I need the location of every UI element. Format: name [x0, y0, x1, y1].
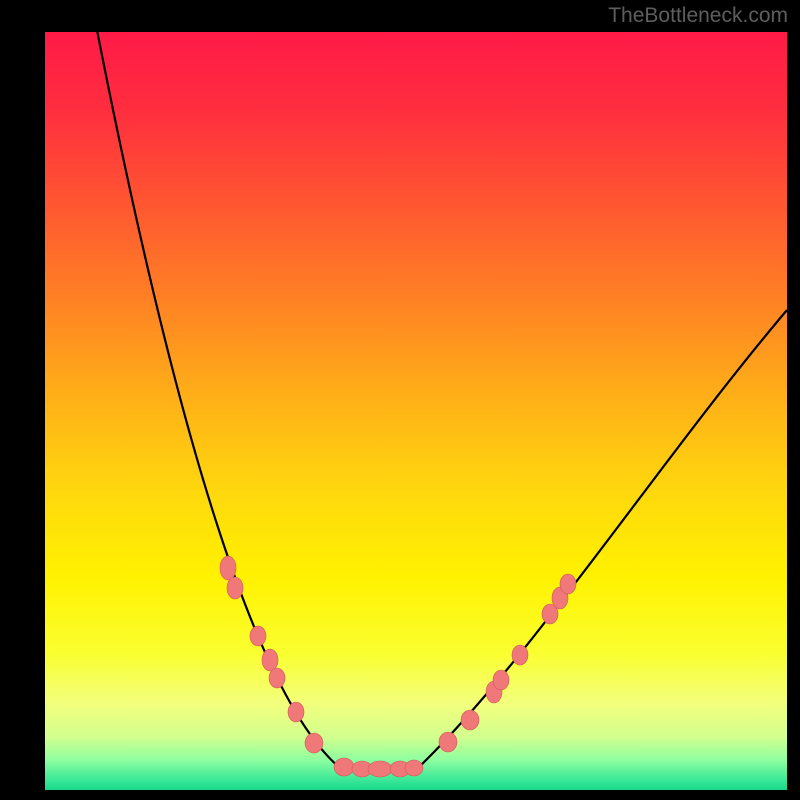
data-marker [439, 732, 457, 752]
chart-container: TheBottleneck.com [0, 0, 800, 800]
data-marker [461, 710, 479, 730]
data-marker [368, 761, 392, 777]
data-marker [560, 574, 576, 594]
data-marker [493, 670, 509, 690]
data-marker [269, 668, 285, 688]
data-marker [334, 758, 354, 776]
watermark-text: TheBottleneck.com [608, 4, 788, 28]
data-marker [305, 733, 323, 753]
bottleneck-curve-chart [0, 0, 800, 800]
data-marker [405, 760, 423, 776]
data-marker [288, 702, 304, 722]
data-marker [220, 556, 236, 580]
data-marker [512, 645, 528, 665]
data-marker [250, 626, 266, 646]
plot-background [45, 32, 787, 790]
data-marker [262, 649, 278, 671]
data-marker [227, 577, 243, 599]
